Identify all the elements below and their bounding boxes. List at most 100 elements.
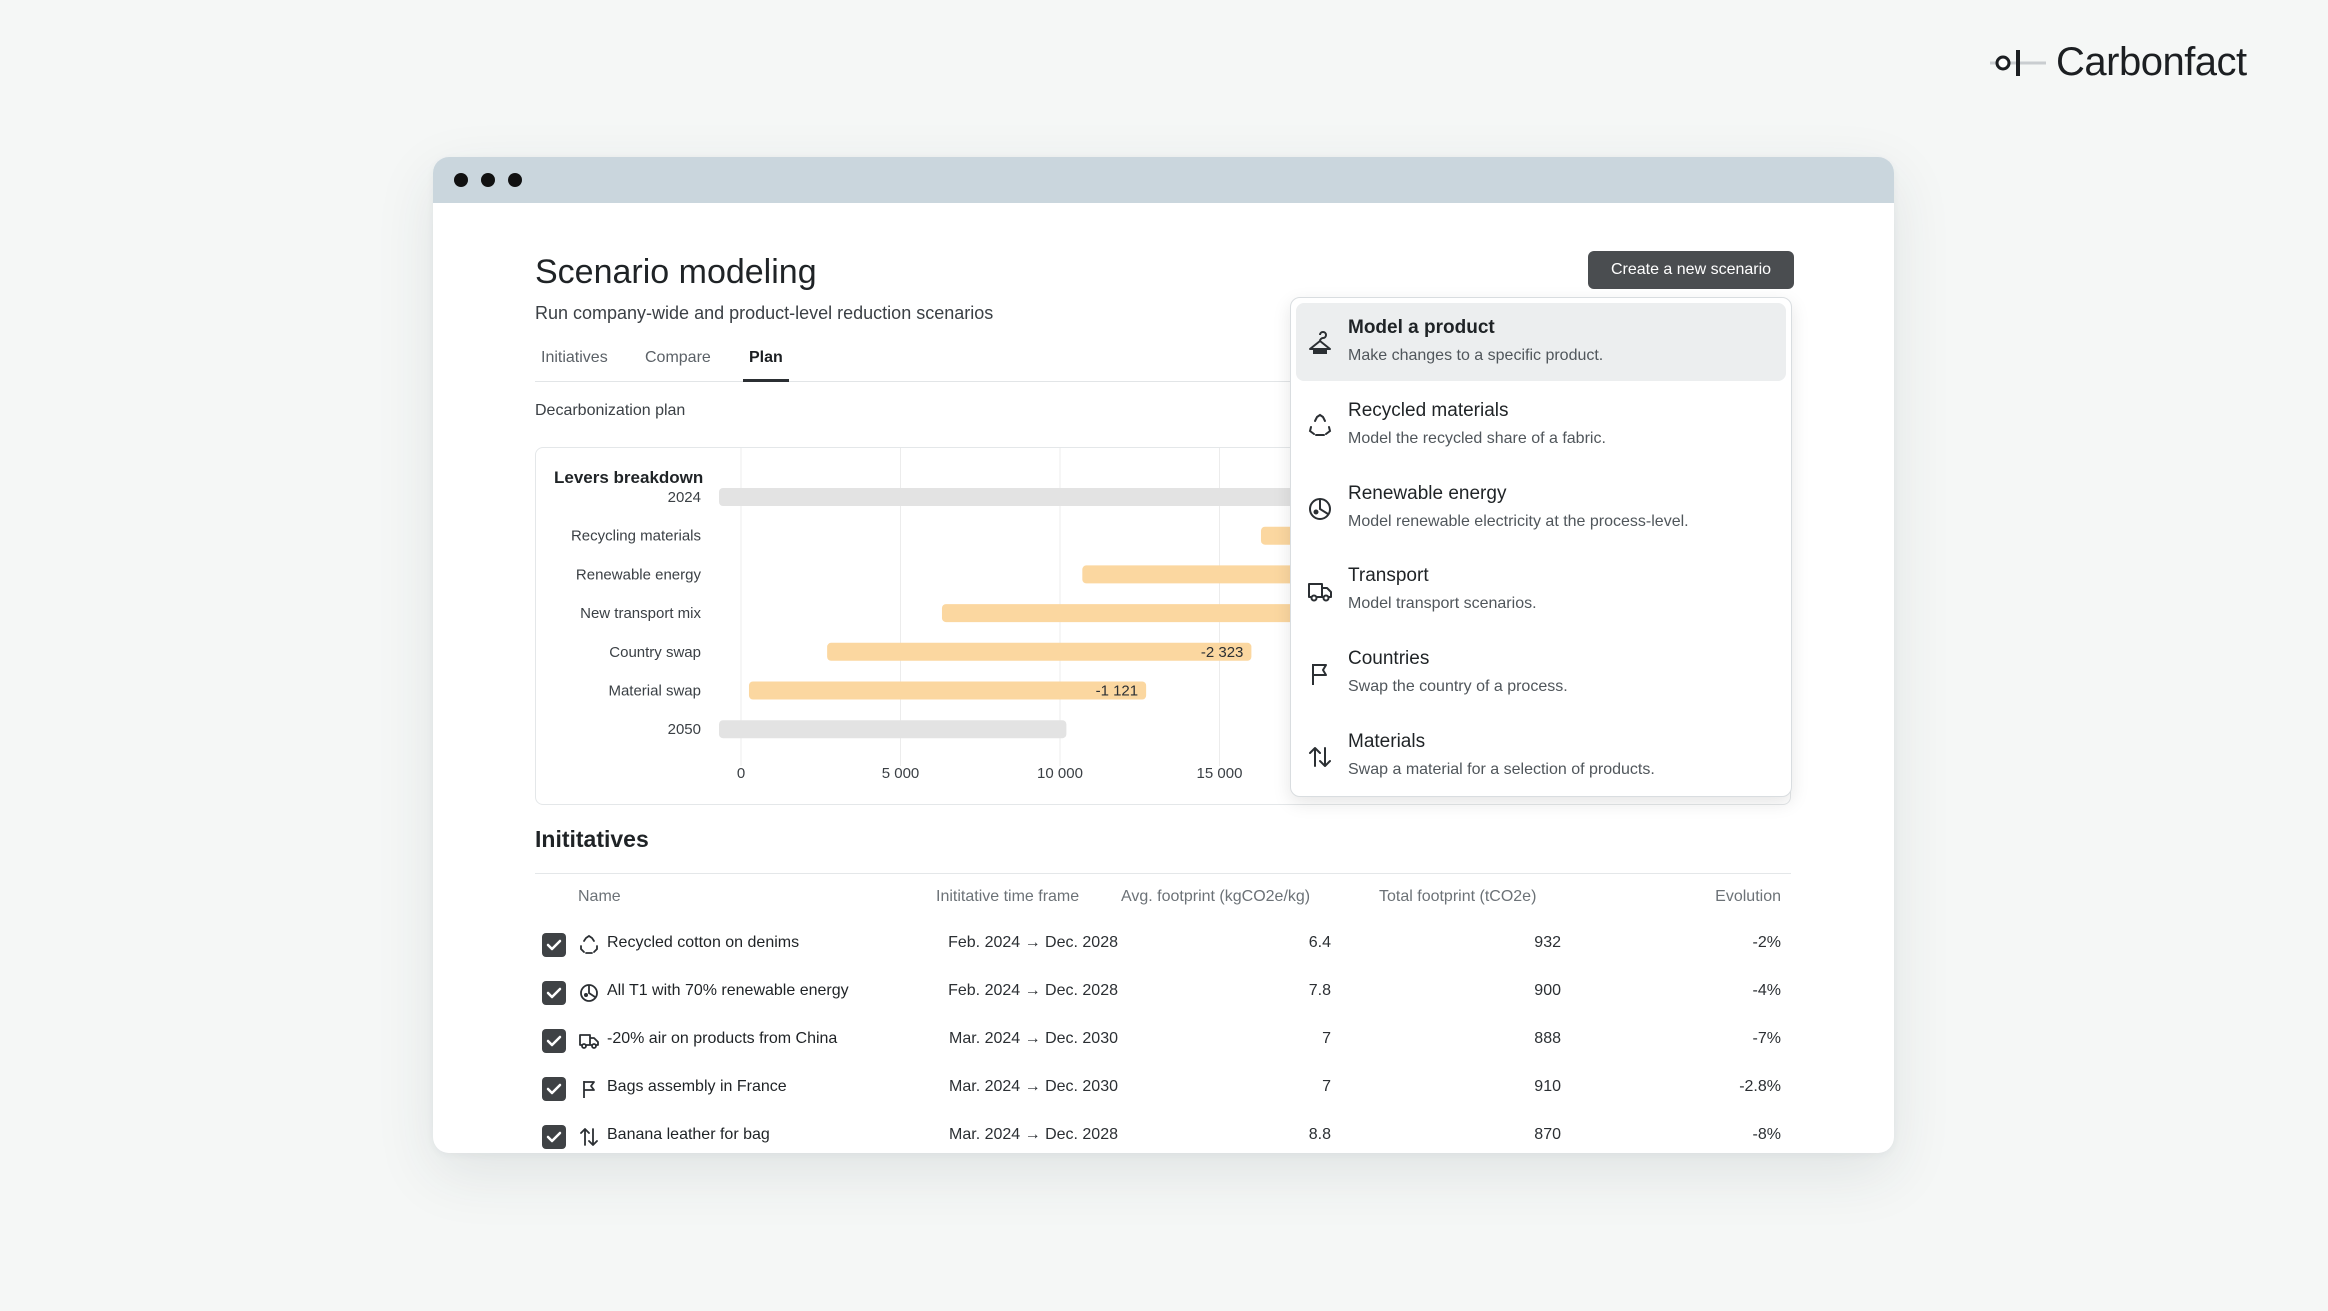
- initiative-name: All T1 with 70% renewable energy: [607, 982, 849, 999]
- menu-item-recycled-materials[interactable]: Recycled materials Model the recycled sh…: [1296, 386, 1786, 464]
- x-tick-label: 5 000: [882, 765, 920, 782]
- header-total-footprint[interactable]: Total footprint (tCO2e): [1379, 888, 1537, 905]
- flag-icon: [1312, 664, 1327, 686]
- table-row[interactable]: -20% air on products from China Mar. 2024…: [535, 1017, 1791, 1065]
- total-footprint-value: 910: [1534, 1078, 1561, 1095]
- header-avg-footprint[interactable]: Avg. footprint (kgCO2e/kg): [1121, 888, 1311, 905]
- evolution-value: -2%: [1752, 934, 1781, 951]
- tab-plan[interactable]: Plan: [749, 349, 783, 366]
- page-title: Scenario modeling: [535, 253, 817, 291]
- category-label: New transport mix: [580, 605, 701, 622]
- evolution-value: -4%: [1752, 982, 1781, 999]
- table-row[interactable]: Bags assembly in France Mar. 2024 → Dec. …: [535, 1065, 1791, 1113]
- menu-item-materials[interactable]: Materials Swap a material for a selectio…: [1296, 717, 1786, 795]
- menu-item-desc: Swap the country of a process.: [1348, 678, 1568, 696]
- app-window: Scenario modeling Run company-wide and p…: [433, 157, 1894, 1153]
- initiative-timeframe: Mar. 2024 → Dec. 2028: [949, 1126, 1118, 1143]
- category-label: Country swap: [609, 644, 701, 661]
- evolution-value: -8%: [1752, 1126, 1781, 1143]
- header-evolution[interactable]: Evolution: [1715, 888, 1781, 905]
- levers-chart: 0 5 000 10 000 15 000 2024 Recycling material…: [571, 448, 1380, 782]
- truck-icon: [1308, 583, 1332, 602]
- window-dot-icon[interactable]: [454, 173, 468, 187]
- table-header: Name Inititative time frame Avg. footpri…: [535, 873, 1791, 921]
- data-label: -1 121: [1096, 683, 1139, 700]
- initiative-timeframe: Mar. 2024 → Dec. 2030: [949, 1078, 1118, 1095]
- header-timeframe[interactable]: Inititative time frame: [936, 888, 1080, 905]
- menu-item-desc: Model the recycled share of a fabric.: [1348, 429, 1606, 447]
- evolution-value: -7%: [1752, 1030, 1781, 1047]
- chart-bar: [719, 488, 1300, 506]
- check-icon: [546, 939, 562, 951]
- x-tick-label: 0: [737, 765, 745, 782]
- initiative-name: Recycled cotton on denims: [607, 934, 800, 951]
- chart-bar: [827, 642, 1252, 661]
- initiative-timeframe: Mar. 2024 → Dec. 2030: [949, 1030, 1118, 1047]
- brand-logo: Carbonfact: [1990, 40, 2247, 85]
- initiative-timeframe: Feb. 2024 → Dec. 2028: [948, 982, 1118, 999]
- check-icon: [546, 1083, 562, 1095]
- row-checkbox[interactable]: [542, 1029, 566, 1053]
- row-checkbox[interactable]: [542, 933, 566, 957]
- x-tick-label: 15 000: [1197, 765, 1243, 782]
- menu-item-transport[interactable]: Transport Model transport scenarios.: [1296, 551, 1786, 629]
- menu-item-title: Countries: [1348, 648, 1430, 670]
- window-dot-icon[interactable]: [508, 173, 522, 187]
- window-dot-icon[interactable]: [481, 173, 495, 187]
- create-scenario-button[interactable]: Create a new scenario: [1588, 251, 1794, 289]
- menu-item-renewable-energy[interactable]: Renewable energy Model renewable electri…: [1296, 469, 1786, 547]
- initiative-name: Bags assembly in France: [607, 1078, 787, 1095]
- menu-item-title: Transport: [1348, 565, 1429, 587]
- menu-item-desc: Make changes to a specific product.: [1348, 347, 1604, 364]
- active-tab-indicator: [743, 379, 789, 382]
- truck-icon: [579, 1034, 599, 1049]
- check-icon: [546, 987, 562, 999]
- menu-item-title: Recycled materials: [1348, 399, 1509, 421]
- flag-icon: [583, 1081, 595, 1098]
- menu-item-model-product[interactable]: Model a product Make changes to a specif…: [1296, 303, 1786, 381]
- initiatives-table: Name Inititative time frame Avg. footpri…: [535, 873, 1791, 1153]
- page-subtitle: Run company-wide and product-level reduc…: [535, 303, 994, 323]
- avg-footprint-value: 7: [1322, 1030, 1331, 1047]
- avg-footprint-value: 8.8: [1308, 1126, 1331, 1143]
- menu-item-desc: Model renewable electricity at the proce…: [1348, 512, 1689, 530]
- chart-bar: [748, 681, 1147, 700]
- header-name[interactable]: Name: [578, 888, 621, 905]
- menu-item-title: Materials: [1348, 730, 1426, 752]
- initiatives-title: Inititatives: [535, 826, 649, 852]
- chart-title: Levers breakdown: [554, 468, 704, 487]
- menu-item-title: Model a product: [1348, 317, 1495, 338]
- brand-name: Carbonfact: [2056, 40, 2247, 84]
- total-footprint-value: 900: [1534, 982, 1561, 999]
- data-label: -2 323: [1201, 644, 1244, 661]
- tab-compare[interactable]: Compare: [645, 349, 711, 366]
- total-footprint-value: 870: [1534, 1126, 1561, 1143]
- menu-item-countries[interactable]: Countries Swap the country of a process.: [1296, 634, 1786, 712]
- chart-bar: [1260, 526, 1300, 545]
- category-label: Recycling materials: [571, 528, 701, 545]
- category-label: Material swap: [608, 683, 701, 700]
- total-footprint-value: 932: [1534, 934, 1561, 951]
- table-row[interactable]: All T1 with 70% renewable energy Feb. 202…: [535, 969, 1791, 1017]
- avg-footprint-value: 7.8: [1308, 982, 1331, 999]
- renewable-energy-icon: [1309, 497, 1331, 520]
- table-row[interactable]: Banana leather for bag Mar. 2024 → Dec. 2…: [535, 1113, 1791, 1153]
- check-icon: [546, 1131, 562, 1143]
- table-row[interactable]: Recycled cotton on denims Feb. 2024 → Dec…: [535, 921, 1791, 969]
- recycle-icon: [1308, 413, 1332, 436]
- recycle-icon: [580, 934, 598, 954]
- chart-bar: [1082, 565, 1300, 584]
- swap-arrows-icon: [580, 1128, 598, 1146]
- renewable-energy-icon: [580, 984, 598, 1002]
- evolution-value: -2.8%: [1739, 1078, 1781, 1095]
- check-icon: [546, 1035, 562, 1047]
- menu-item-desc: Model transport scenarios.: [1348, 595, 1537, 613]
- tab-initiatives[interactable]: Initiatives: [541, 349, 608, 366]
- carbonfact-logo-icon: [1990, 49, 2046, 76]
- initiative-name: -20% air on products from China: [607, 1030, 838, 1047]
- row-checkbox[interactable]: [542, 1077, 566, 1101]
- window-titlebar: [433, 157, 1894, 203]
- row-checkbox[interactable]: [542, 1125, 566, 1149]
- row-checkbox[interactable]: [542, 981, 566, 1005]
- menu-item-title: Renewable energy: [1348, 482, 1507, 504]
